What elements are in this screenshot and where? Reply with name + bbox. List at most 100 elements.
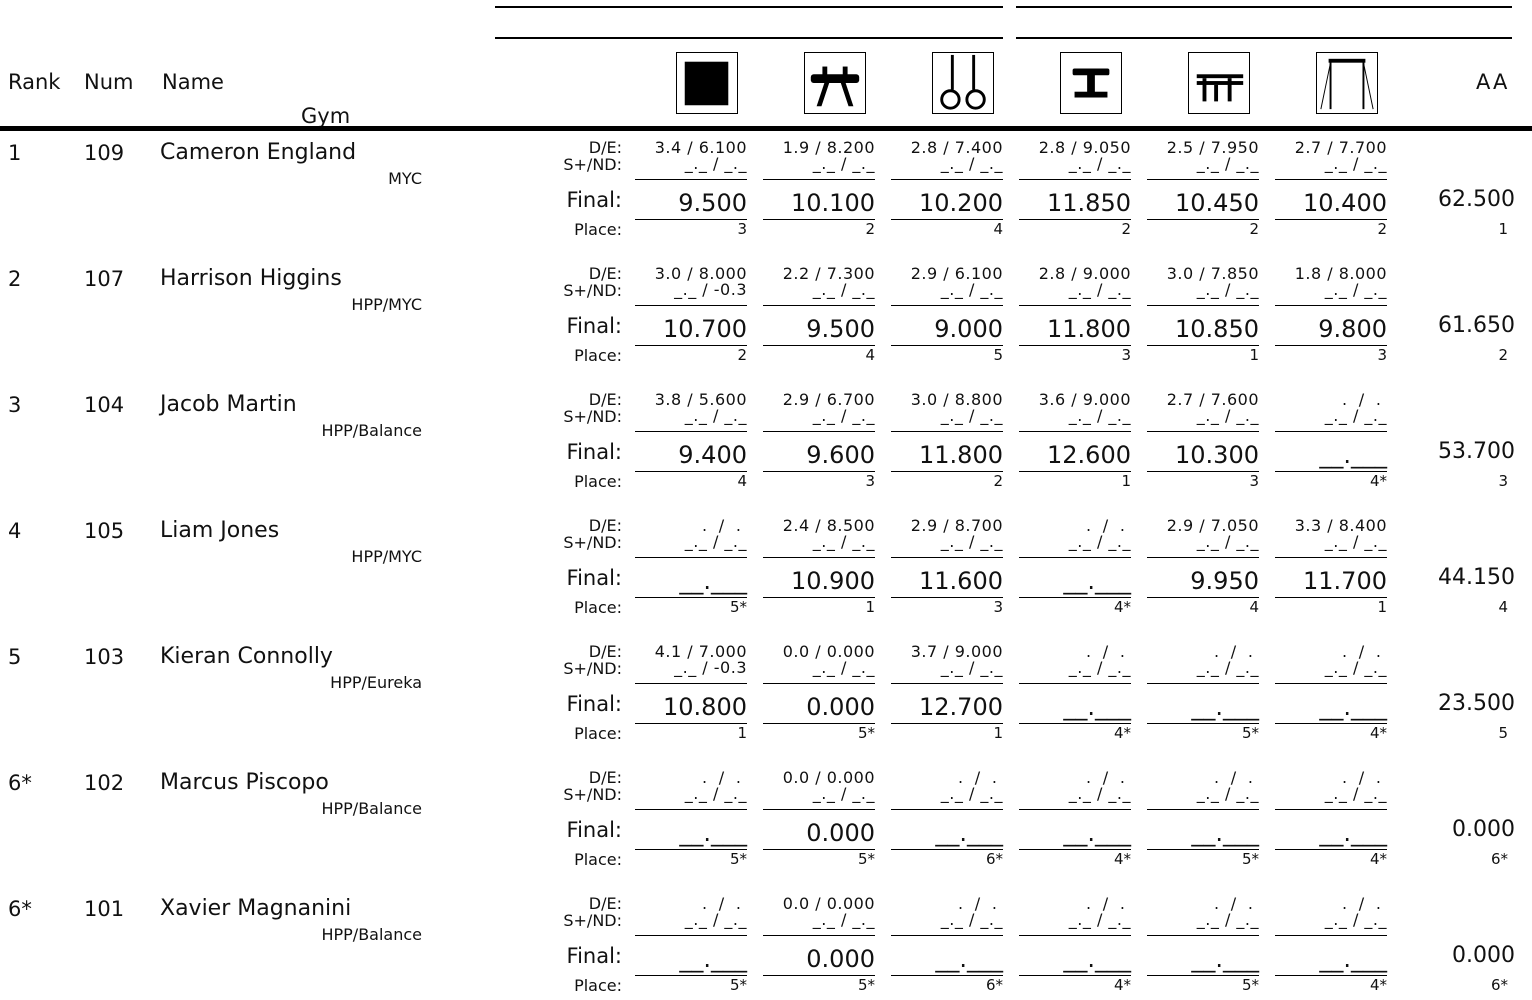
event-place: 3 — [737, 220, 747, 238]
event-underline — [1147, 179, 1259, 180]
event-final-score: 11.700 — [1303, 567, 1387, 595]
event-final-underline — [891, 471, 1003, 472]
event-final-score: 11.800 — [1047, 315, 1131, 343]
event-underline — [635, 935, 747, 936]
event-final-score: __.___ — [1063, 945, 1131, 973]
event-place: 5* — [1241, 724, 1259, 742]
event-place: 4* — [1113, 850, 1131, 868]
event-final-underline — [635, 975, 747, 976]
event-final-score: 11.800 — [919, 441, 1003, 469]
event-underline — [1019, 935, 1131, 936]
event-snd-score: _._ / _._ — [812, 154, 875, 173]
event-underline — [891, 809, 1003, 810]
athlete-name: Liam Jones — [160, 518, 280, 543]
event-snd-score: _._ / _._ — [1068, 280, 1131, 299]
event-final-score: 9.800 — [1318, 315, 1387, 343]
final-label: Final: — [566, 692, 622, 716]
gym-name: HPP/MYC — [351, 547, 422, 566]
event-underline — [891, 179, 1003, 180]
event-final-underline — [1275, 597, 1387, 598]
place-label: Place: — [574, 850, 622, 869]
gym-name: HPP/Balance — [321, 799, 422, 818]
event-place: 1 — [1377, 598, 1387, 616]
event-final-underline — [635, 849, 747, 850]
event-underline — [635, 179, 747, 180]
event-de-score: . / . — [1336, 390, 1387, 409]
place-label: Place: — [574, 472, 622, 491]
event-final-score: 10.200 — [919, 189, 1003, 217]
event-snd-score: _._ / _._ — [684, 784, 747, 803]
event-underline — [1275, 809, 1387, 810]
event-de-score: 3.8 / 5.600 — [654, 390, 747, 409]
event-snd-score: _._ / _._ — [940, 910, 1003, 929]
event-place: 2 — [1121, 220, 1131, 238]
event-underline — [763, 431, 875, 432]
event-de-score: 1.8 / 8.000 — [1294, 264, 1387, 283]
place-label: Place: — [574, 598, 622, 617]
event-final-score: 9.600 — [806, 441, 875, 469]
event-underline — [891, 431, 1003, 432]
event-snd-score: _._ / _._ — [812, 910, 875, 929]
aa-place: 6* — [1490, 850, 1508, 868]
event-place: 4* — [1369, 724, 1387, 742]
event-snd-score: _._ / _._ — [1324, 910, 1387, 929]
event-place: 3 — [993, 598, 1003, 616]
event-underline — [763, 935, 875, 936]
event-snd-score: _._ / _._ — [940, 280, 1003, 299]
event-final-underline — [1275, 723, 1387, 724]
event-final-underline — [1019, 345, 1131, 346]
snd-label: S+/ND: — [563, 659, 622, 678]
num-cell: 105 — [84, 519, 125, 543]
floor-icon — [676, 52, 738, 114]
event-final-underline — [1019, 597, 1131, 598]
aa-score: 23.500 — [1438, 691, 1515, 716]
event-underline — [635, 305, 747, 306]
event-underline — [635, 683, 747, 684]
event-underline — [763, 683, 875, 684]
header-rank: Rank — [8, 70, 61, 94]
event-final-underline — [1147, 345, 1259, 346]
event-snd-score: _._ / _._ — [812, 658, 875, 677]
event-underline — [763, 305, 875, 306]
event-snd-score: _._ / _._ — [940, 658, 1003, 677]
header-rule-top-left — [495, 6, 1003, 8]
event-final-score: __.___ — [1191, 819, 1259, 847]
event-de-score: 2.5 / 7.950 — [1166, 138, 1259, 157]
event-underline — [763, 557, 875, 558]
event-place: 2 — [737, 346, 747, 364]
event-place: 4* — [1369, 976, 1387, 994]
de-label: D/E: — [588, 642, 622, 661]
event-final-score: 12.600 — [1047, 441, 1131, 469]
event-snd-score: _._ / _._ — [1196, 658, 1259, 677]
event-place: 5* — [1241, 850, 1259, 868]
header-name: Name — [162, 70, 224, 94]
event-final-underline — [1147, 849, 1259, 850]
event-final-underline — [891, 597, 1003, 598]
event-de-score: 1.9 / 8.200 — [782, 138, 875, 157]
event-final-underline — [635, 219, 747, 220]
event-place: 2 — [1249, 220, 1259, 238]
snd-label: S+/ND: — [563, 785, 622, 804]
event-de-score: . / . — [1336, 894, 1387, 913]
event-place: 5* — [729, 976, 747, 994]
event-final-underline — [1147, 597, 1259, 598]
header-num: Num — [84, 70, 134, 94]
event-de-score: . / . — [696, 894, 747, 913]
event-snd-score: _._ / _._ — [1196, 532, 1259, 551]
gym-name: HPP/Balance — [321, 421, 422, 440]
event-final-score: __.___ — [679, 819, 747, 847]
aa-score: 0.000 — [1452, 817, 1515, 842]
aa-score: 61.650 — [1438, 313, 1515, 338]
rank-cell: 2 — [8, 267, 22, 291]
gym-name: MYC — [388, 169, 422, 188]
event-de-score: 3.0 / 8.000 — [654, 264, 747, 283]
event-place: 4* — [1113, 598, 1131, 616]
num-cell: 107 — [84, 267, 125, 291]
event-de-score: 4.1 / 7.000 — [654, 642, 747, 661]
num-cell: 102 — [84, 771, 125, 795]
event-underline — [763, 809, 875, 810]
event-final-underline — [1147, 975, 1259, 976]
event-final-score: 0.000 — [806, 693, 875, 721]
event-place: 3 — [1377, 346, 1387, 364]
event-underline — [891, 935, 1003, 936]
